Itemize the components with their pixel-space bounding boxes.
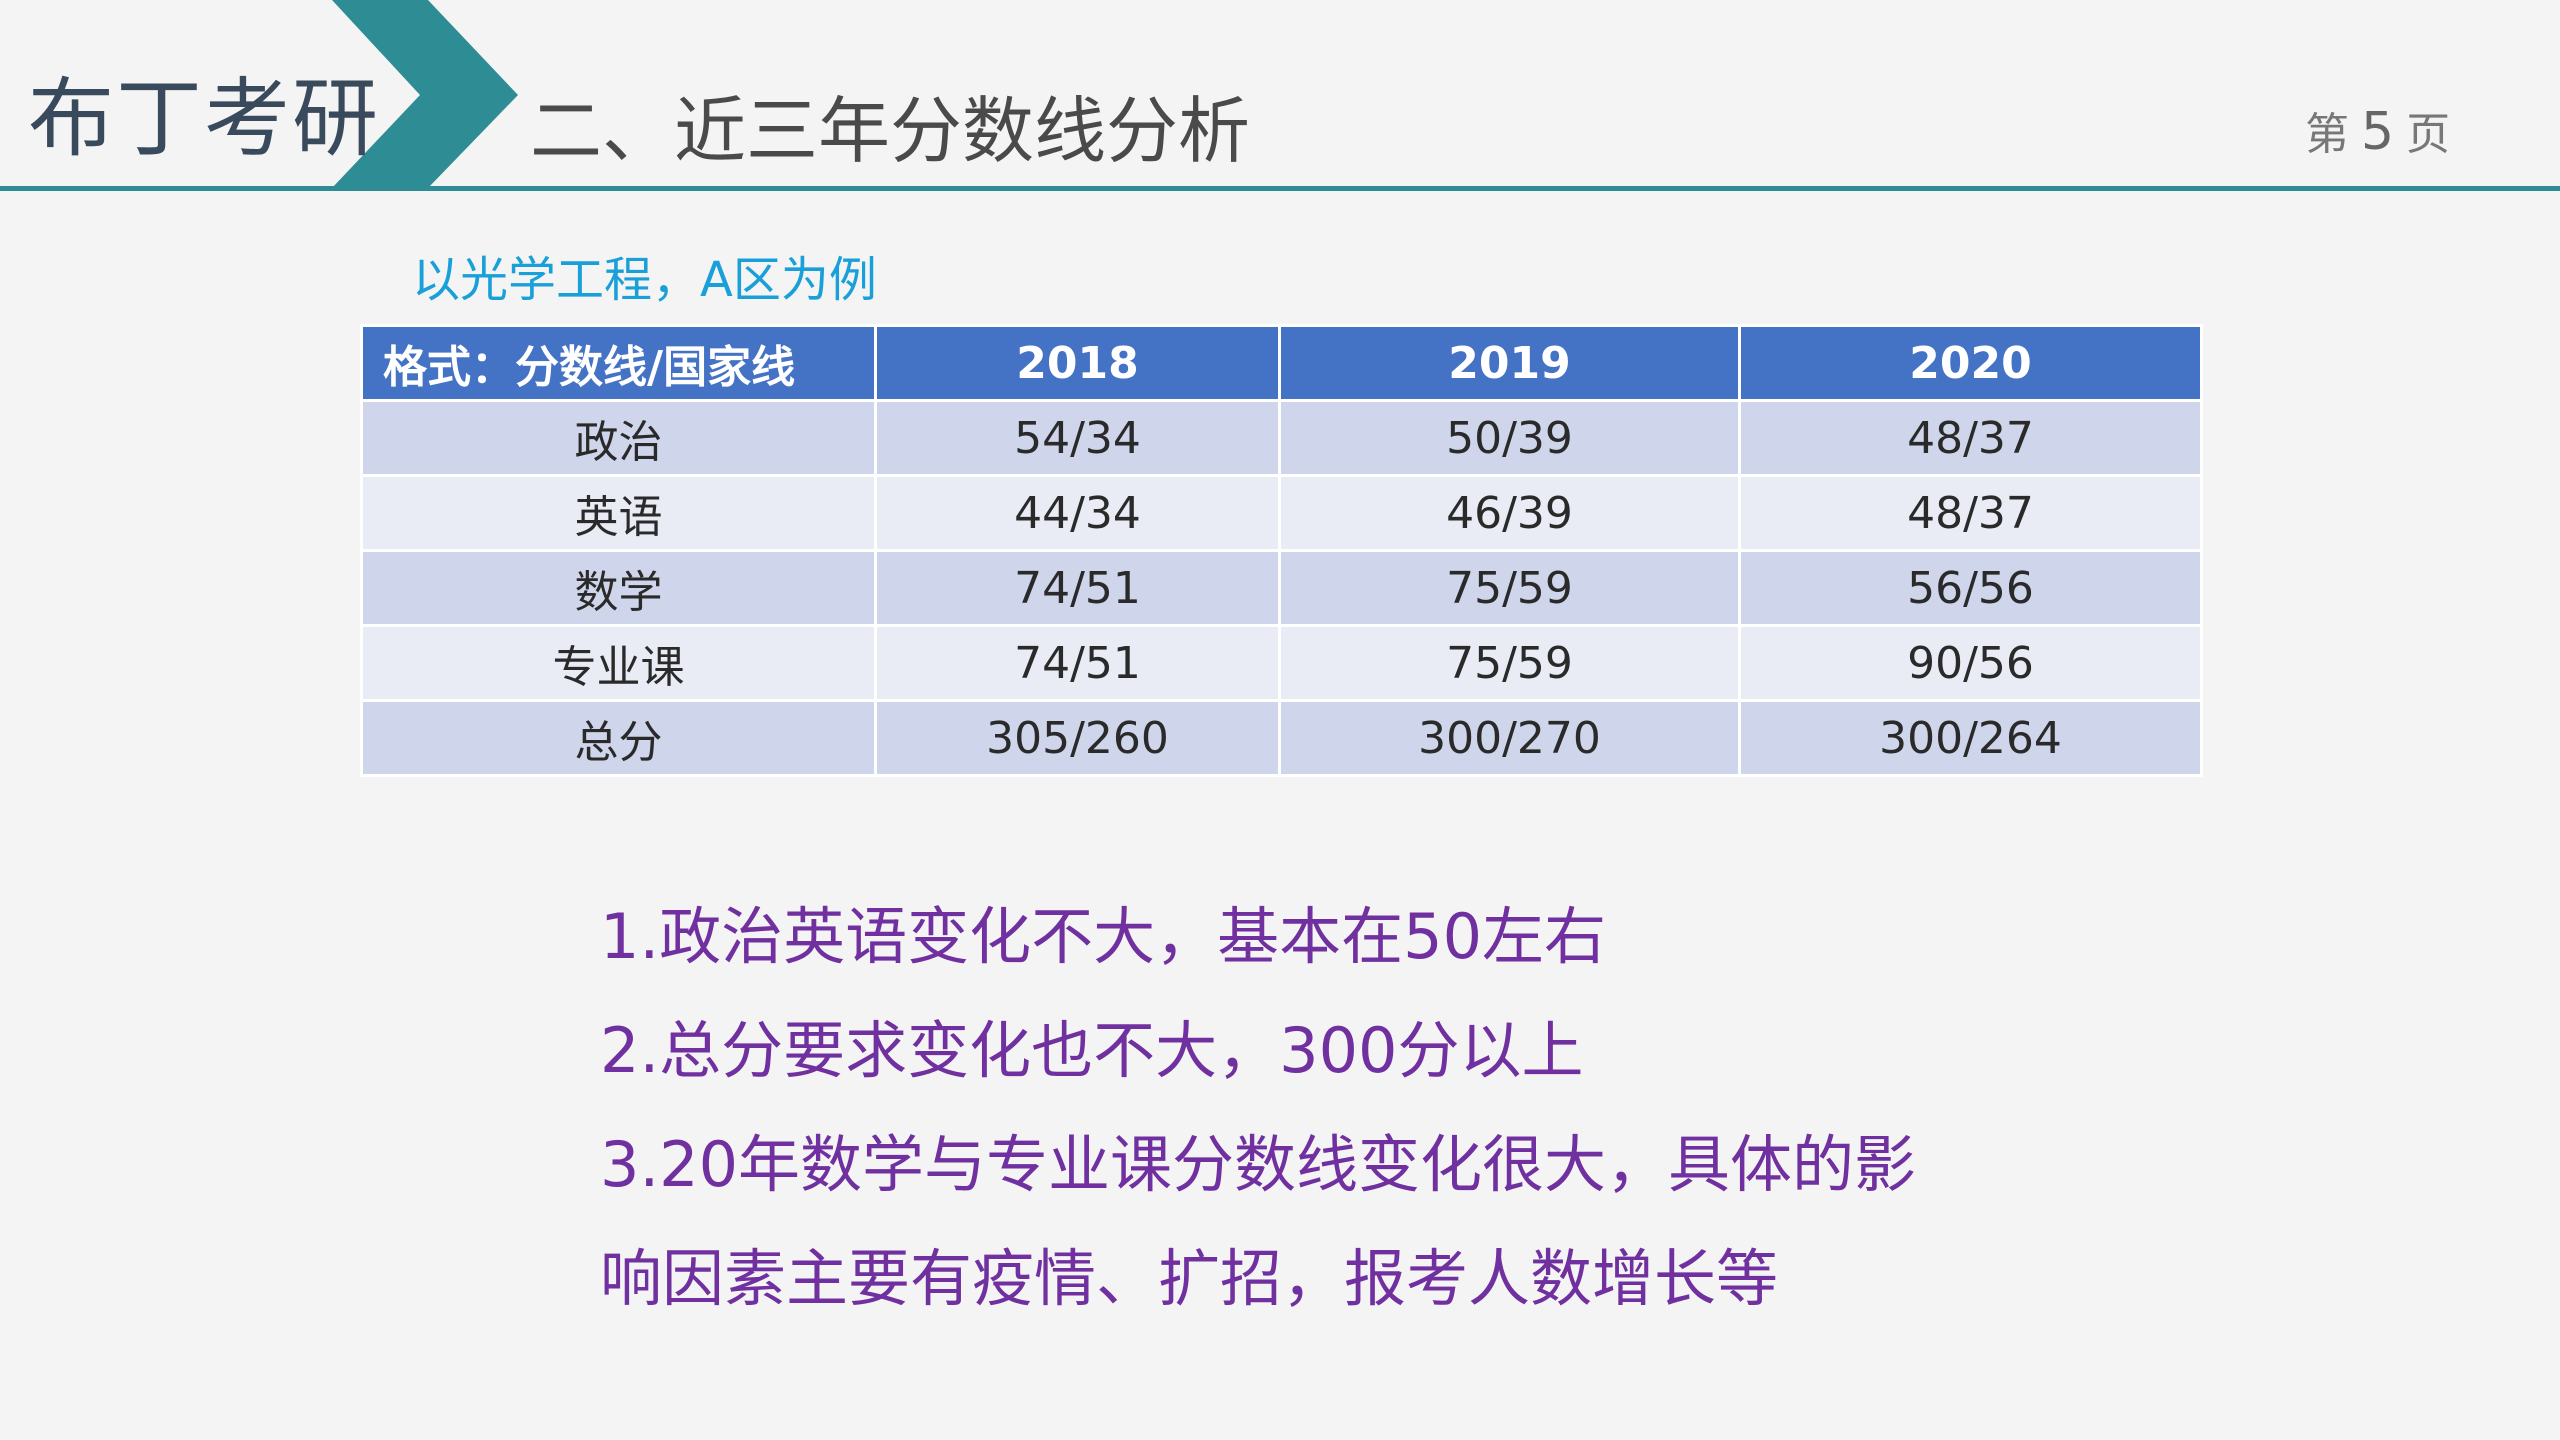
table-row: 英语 44/34 46/39 48/37 (360, 474, 2203, 552)
analysis-notes: 1.政治英语变化不大，基本在50左右 2.总分要求变化也不大，300分以上 3.… (600, 880, 1916, 1336)
table-cell: 90/56 (1738, 624, 2203, 702)
table-header-cell: 2018 (874, 324, 1281, 402)
table-cell: 48/37 (1738, 474, 2203, 552)
header-divider (0, 186, 2560, 191)
note-line: 响因素主要有疫情、扩招，报考人数增长等 (600, 1242, 1779, 1315)
table-cell: 54/34 (874, 399, 1281, 477)
page-number-value: 5 (2361, 102, 2395, 162)
page-prefix: 第 (2305, 109, 2349, 160)
table-cell: 英语 (360, 474, 877, 552)
table-cell: 74/51 (874, 624, 1281, 702)
table-cell: 政治 (360, 399, 877, 477)
table-row: 数学 74/51 75/59 56/56 (360, 549, 2203, 627)
table-header-cell: 2020 (1738, 324, 2203, 402)
table-cell: 48/37 (1738, 399, 2203, 477)
table-cell: 专业课 (360, 624, 877, 702)
subtitle: 以光学工程，A区为例 (412, 252, 877, 308)
table-row: 专业课 74/51 75/59 90/56 (360, 624, 2203, 702)
note-line: 2.总分要求变化也不大，300分以上 (600, 1014, 1584, 1087)
table-cell: 46/39 (1278, 474, 1741, 552)
table-header-cell: 2019 (1278, 324, 1741, 402)
note-line: 1.政治英语变化不大，基本在50左右 (600, 900, 1607, 973)
table-cell: 300/270 (1278, 699, 1741, 777)
score-table: 格式：分数线/国家线 2018 2019 2020 政治 54/34 50/39… (360, 324, 2203, 777)
table-cell: 数学 (360, 549, 877, 627)
table-header-cell: 格式：分数线/国家线 (360, 324, 877, 402)
section-title: 二、近三年分数线分析 (530, 89, 1251, 173)
table-cell: 75/59 (1278, 624, 1741, 702)
table-cell: 75/59 (1278, 549, 1741, 627)
note-line: 3.20年数学与专业课分数线变化很大，具体的影 (600, 1128, 1917, 1201)
chevron-arrow-icon (332, 0, 518, 188)
table-cell: 300/264 (1738, 699, 2203, 777)
table-row: 政治 54/34 50/39 48/37 (360, 399, 2203, 477)
page-suffix: 页 (2406, 109, 2451, 160)
table-cell: 56/56 (1738, 549, 2203, 627)
table-cell: 74/51 (874, 549, 1281, 627)
brand-title: 布丁考研 (28, 69, 380, 169)
table-row: 总分 305/260 300/270 300/264 (360, 699, 2203, 777)
table-cell: 50/39 (1278, 399, 1741, 477)
table-header-row: 格式：分数线/国家线 2018 2019 2020 (360, 324, 2203, 402)
table-cell: 44/34 (874, 474, 1281, 552)
table-cell: 305/260 (874, 699, 1281, 777)
table-cell: 总分 (360, 699, 877, 777)
